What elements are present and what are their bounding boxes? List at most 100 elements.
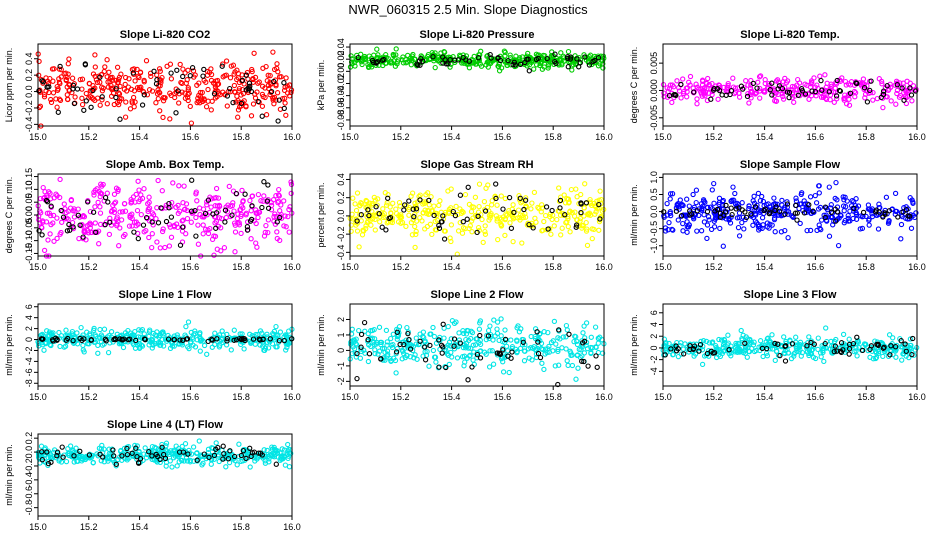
ref-data-point xyxy=(801,210,808,216)
data-point xyxy=(555,346,561,353)
data-point xyxy=(724,342,731,348)
data-point xyxy=(197,348,203,354)
data-point xyxy=(442,228,448,234)
data-point xyxy=(283,347,289,353)
data-point xyxy=(771,93,777,99)
ref-data-point xyxy=(229,212,235,218)
data-point xyxy=(479,216,485,223)
data-point xyxy=(380,62,386,69)
data-point xyxy=(684,229,690,235)
ref-data-point xyxy=(358,331,365,338)
data-point xyxy=(583,219,589,226)
data-point xyxy=(219,328,225,334)
data-point xyxy=(412,352,418,358)
data-point xyxy=(141,79,147,85)
data-point xyxy=(143,58,150,64)
data-point xyxy=(743,334,749,340)
data-point xyxy=(74,330,80,336)
data-point xyxy=(445,323,451,330)
data-point xyxy=(561,58,567,64)
data-point xyxy=(282,462,289,468)
ref-data-point xyxy=(260,336,266,343)
data-point xyxy=(519,54,526,60)
data-point xyxy=(730,75,736,81)
data-point xyxy=(145,208,151,215)
ref-data-point xyxy=(426,197,432,204)
ref-data-point xyxy=(511,209,517,216)
ref-data-point xyxy=(477,332,483,339)
x-tick-label: 15.2 xyxy=(80,132,98,142)
ref-data-point xyxy=(189,177,195,183)
data-point xyxy=(694,84,700,90)
ref-data-point xyxy=(80,234,86,240)
x-tick-label: 15.8 xyxy=(857,262,875,272)
data-point xyxy=(564,219,570,225)
ref-data-point xyxy=(851,205,857,212)
y-tick-label: 2 xyxy=(336,317,346,322)
data-point xyxy=(214,338,221,345)
y-tick-label: 0.5 xyxy=(649,188,659,201)
ref-data-point xyxy=(140,222,147,228)
data-point xyxy=(457,219,463,226)
data-point xyxy=(554,216,560,223)
ref-data-point xyxy=(474,351,481,358)
data-point xyxy=(426,363,432,369)
data-point xyxy=(472,194,479,200)
data-point xyxy=(600,53,607,59)
panel-title: Slope Li-820 CO2 xyxy=(120,29,210,41)
ref-data-point xyxy=(366,212,372,219)
data-point xyxy=(94,79,101,86)
data-point xyxy=(127,212,133,218)
ref-data-point xyxy=(414,61,420,67)
ref-data-point xyxy=(767,87,773,93)
data-point xyxy=(736,233,743,239)
ref-data-point xyxy=(457,192,464,198)
data-point xyxy=(153,100,159,106)
data-point xyxy=(756,88,763,94)
data-point xyxy=(578,191,584,198)
data-point xyxy=(852,90,859,96)
data-point xyxy=(459,354,466,360)
data-point xyxy=(584,242,591,249)
panel-title: Slope Li-820 Temp. xyxy=(740,29,839,41)
data-point xyxy=(754,220,760,226)
data-point xyxy=(498,222,505,228)
data-point xyxy=(184,77,190,83)
data-point xyxy=(168,234,175,240)
ref-data-point xyxy=(880,88,887,94)
ref-data-point xyxy=(878,94,884,101)
data-point xyxy=(356,327,362,334)
data-point xyxy=(383,52,389,58)
data-point xyxy=(442,54,448,60)
ref-data-point xyxy=(93,229,99,235)
data-point xyxy=(280,456,286,462)
ref-data-point xyxy=(585,363,591,369)
ref-data-point xyxy=(261,179,267,185)
y-tick-label: -0.4 xyxy=(336,245,346,261)
data-point xyxy=(863,213,869,220)
data-point xyxy=(890,335,896,341)
data-point xyxy=(377,339,383,346)
data-point xyxy=(221,245,228,251)
ref-data-point xyxy=(39,232,45,238)
x-tick-label: 15.0 xyxy=(654,132,672,142)
ref-data-point xyxy=(397,341,403,348)
ref-data-point xyxy=(596,201,602,208)
ref-data-point xyxy=(173,110,179,116)
data-point xyxy=(706,217,712,223)
ref-data-point xyxy=(793,202,799,209)
x-tick-label: 15.6 xyxy=(807,132,825,142)
data-point xyxy=(716,336,722,343)
x-tick-label: 15.0 xyxy=(654,392,672,402)
data-point xyxy=(174,463,180,469)
data-point xyxy=(740,214,746,220)
data-point xyxy=(760,198,767,205)
data-point xyxy=(41,247,48,254)
ref-data-point xyxy=(834,209,841,215)
data-point xyxy=(117,83,123,90)
ref-data-point xyxy=(738,83,745,89)
data-point xyxy=(393,370,399,376)
data-point xyxy=(265,217,272,223)
data-point xyxy=(47,231,53,237)
data-point xyxy=(166,221,173,228)
